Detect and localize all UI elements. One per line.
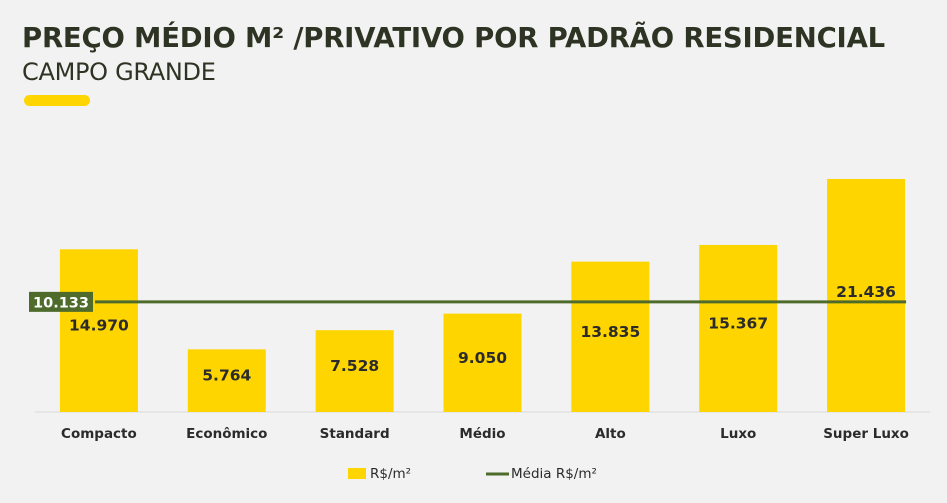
x-tick-label-4: Médio <box>459 426 505 442</box>
data-label-1: 14.970 <box>69 317 129 335</box>
legend-bar-swatch <box>348 468 366 479</box>
bar-3 <box>315 330 394 412</box>
average-label: 10.133 <box>33 295 89 311</box>
legend-line-label: Média R$/m² <box>511 466 597 482</box>
data-label-3: 7.528 <box>330 357 379 375</box>
data-label-4: 9.050 <box>458 349 507 367</box>
bar-2 <box>187 349 266 412</box>
title-accent-bar <box>24 95 90 106</box>
bar-1 <box>59 249 138 412</box>
x-tick-label-7: Super Luxo <box>823 426 909 442</box>
legend-bar-label: R$/m² <box>370 466 411 482</box>
average-label-box <box>29 291 93 312</box>
x-tick-label-5: Alto <box>595 426 626 442</box>
data-label-5: 13.835 <box>580 323 640 341</box>
x-tick-label-1: Compacto <box>61 426 137 442</box>
bar-7 <box>827 179 906 412</box>
data-label-2: 5.764 <box>202 367 251 385</box>
data-label-7: 21.436 <box>836 283 896 301</box>
bar-5 <box>571 261 650 412</box>
data-label-6: 15.367 <box>708 314 768 332</box>
bar-4 <box>443 313 522 412</box>
chart-title: PREÇO MÉDIO M² /PRIVATIVO POR PADRÃO RES… <box>22 22 885 54</box>
chart-subtitle: CAMPO GRANDE <box>22 58 216 86</box>
x-tick-label-6: Luxo <box>720 426 756 442</box>
bar-6 <box>699 244 778 412</box>
x-tick-label-2: Econômico <box>186 426 267 442</box>
x-tick-label-3: Standard <box>320 426 390 442</box>
